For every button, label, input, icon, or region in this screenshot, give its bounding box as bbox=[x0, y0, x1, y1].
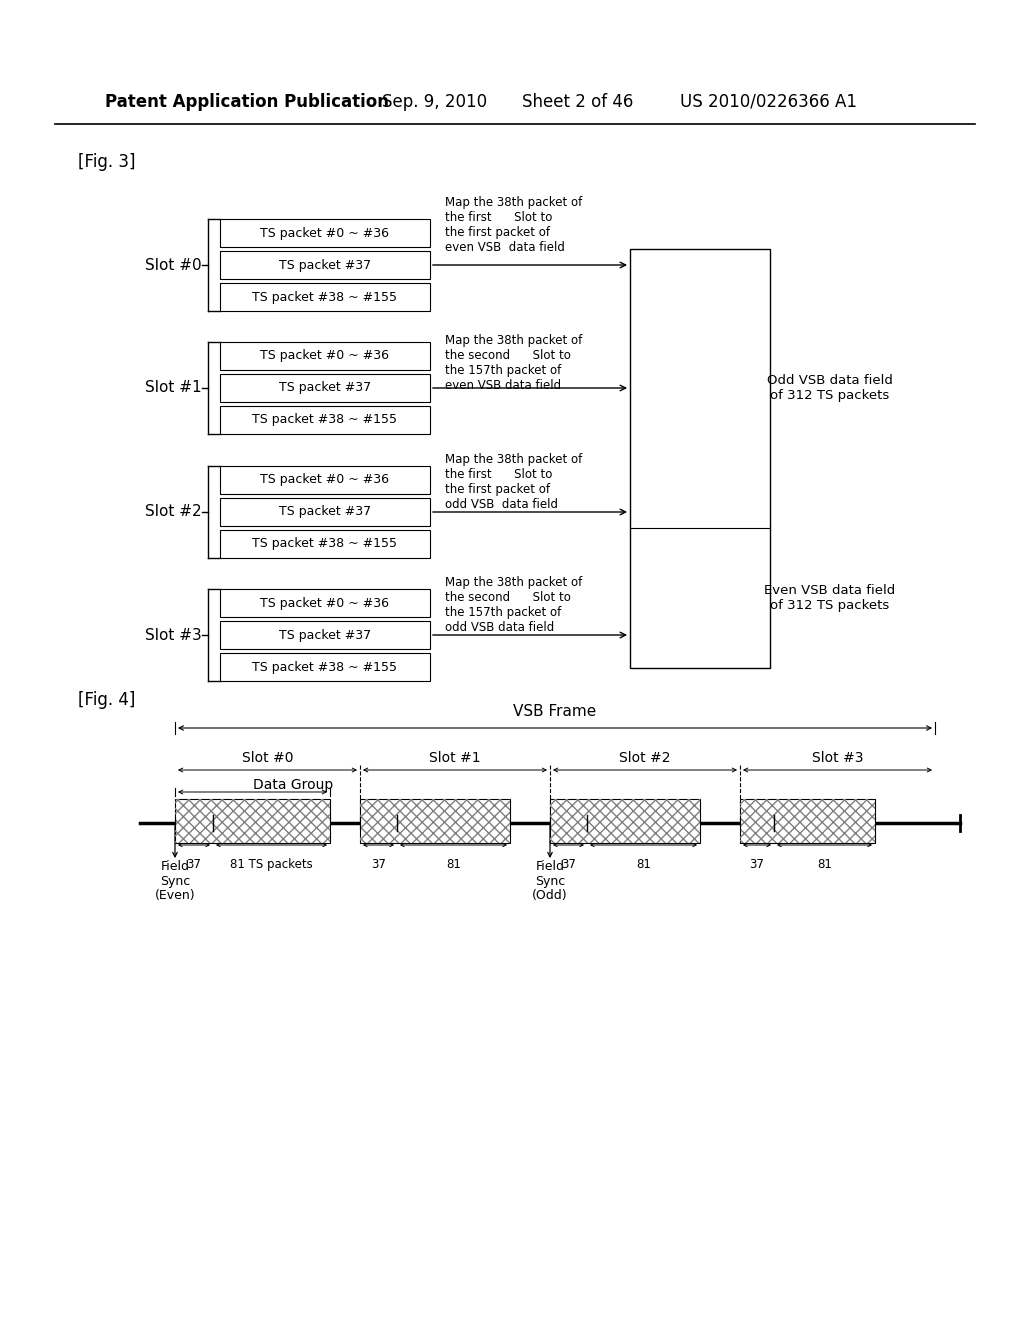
Text: 81: 81 bbox=[636, 858, 651, 871]
Bar bbox=[220, 620, 430, 649]
Text: TS packet #37: TS packet #37 bbox=[279, 628, 371, 642]
Bar bbox=[740, 799, 874, 843]
Text: Field
Sync
(Even): Field Sync (Even) bbox=[155, 859, 196, 903]
Text: 81: 81 bbox=[817, 858, 831, 871]
Text: [Fig. 4]: [Fig. 4] bbox=[78, 690, 135, 709]
Bar bbox=[360, 799, 510, 843]
Text: Map the 38th packet of
the second      Slot to
the 157th packet of
odd VSB data : Map the 38th packet of the second Slot t… bbox=[445, 576, 583, 634]
Bar bbox=[550, 799, 700, 843]
Bar bbox=[220, 374, 430, 403]
Bar bbox=[220, 466, 430, 494]
Text: 81 TS packets: 81 TS packets bbox=[230, 858, 313, 871]
Bar bbox=[220, 407, 430, 434]
Text: TS packet #0 ~ #36: TS packet #0 ~ #36 bbox=[260, 227, 389, 239]
Bar bbox=[175, 799, 330, 843]
Text: Even VSB data field
of 312 TS packets: Even VSB data field of 312 TS packets bbox=[764, 583, 896, 612]
Text: Slot #3: Slot #3 bbox=[812, 751, 863, 766]
Bar bbox=[740, 799, 874, 843]
Text: 37: 37 bbox=[561, 858, 575, 871]
Text: TS packet #38 ~ #155: TS packet #38 ~ #155 bbox=[253, 413, 397, 426]
Text: 37: 37 bbox=[750, 858, 765, 871]
Text: Slot #1: Slot #1 bbox=[429, 751, 481, 766]
Text: Map the 38th packet of
the first      Slot to
the first packet of
odd VSB  data : Map the 38th packet of the first Slot to… bbox=[445, 453, 583, 511]
Text: TS packet #0 ~ #36: TS packet #0 ~ #36 bbox=[260, 597, 389, 610]
Bar bbox=[220, 342, 430, 370]
Text: Data Group: Data Group bbox=[253, 777, 333, 792]
Text: TS packet #37: TS packet #37 bbox=[279, 259, 371, 272]
Text: TS packet #38 ~ #155: TS packet #38 ~ #155 bbox=[253, 660, 397, 673]
Text: TS packet #0 ~ #36: TS packet #0 ~ #36 bbox=[260, 474, 389, 487]
Text: TS packet #38 ~ #155: TS packet #38 ~ #155 bbox=[253, 537, 397, 550]
Text: Slot #2: Slot #2 bbox=[144, 504, 202, 520]
Bar bbox=[360, 799, 510, 843]
Text: 37: 37 bbox=[371, 858, 386, 871]
Text: Odd VSB data field
of 312 TS packets: Odd VSB data field of 312 TS packets bbox=[767, 375, 893, 403]
Bar bbox=[220, 219, 430, 247]
Bar bbox=[175, 799, 330, 843]
Text: Map the 38th packet of
the second      Slot to
the 157th packet of
even VSB data: Map the 38th packet of the second Slot t… bbox=[445, 334, 583, 392]
Text: Patent Application Publication: Patent Application Publication bbox=[105, 92, 389, 111]
Text: VSB Frame: VSB Frame bbox=[513, 705, 597, 719]
Text: TS packet #37: TS packet #37 bbox=[279, 506, 371, 519]
Bar bbox=[220, 282, 430, 312]
Text: Slot #3: Slot #3 bbox=[144, 627, 202, 643]
Bar bbox=[220, 589, 430, 616]
Text: TS packet #37: TS packet #37 bbox=[279, 381, 371, 395]
Text: Slot #0: Slot #0 bbox=[242, 751, 293, 766]
Bar bbox=[630, 249, 770, 668]
Text: [Fig. 3]: [Fig. 3] bbox=[78, 153, 135, 172]
Bar bbox=[220, 531, 430, 558]
Text: Map the 38th packet of
the first      Slot to
the first packet of
even VSB  data: Map the 38th packet of the first Slot to… bbox=[445, 195, 583, 253]
Text: Field
Sync
(Odd): Field Sync (Odd) bbox=[532, 859, 568, 903]
Bar bbox=[550, 799, 700, 843]
Text: Slot #2: Slot #2 bbox=[620, 751, 671, 766]
Text: Sheet 2 of 46: Sheet 2 of 46 bbox=[522, 92, 634, 111]
Text: 81: 81 bbox=[446, 858, 461, 871]
Text: TS packet #0 ~ #36: TS packet #0 ~ #36 bbox=[260, 350, 389, 363]
Text: 37: 37 bbox=[186, 858, 202, 871]
Text: TS packet #38 ~ #155: TS packet #38 ~ #155 bbox=[253, 290, 397, 304]
Bar bbox=[220, 251, 430, 279]
Text: Slot #0: Slot #0 bbox=[144, 257, 202, 272]
Text: Slot #1: Slot #1 bbox=[144, 380, 202, 396]
Text: US 2010/0226366 A1: US 2010/0226366 A1 bbox=[680, 92, 857, 111]
Bar bbox=[220, 498, 430, 525]
Bar bbox=[220, 653, 430, 681]
Text: Sep. 9, 2010: Sep. 9, 2010 bbox=[382, 92, 487, 111]
